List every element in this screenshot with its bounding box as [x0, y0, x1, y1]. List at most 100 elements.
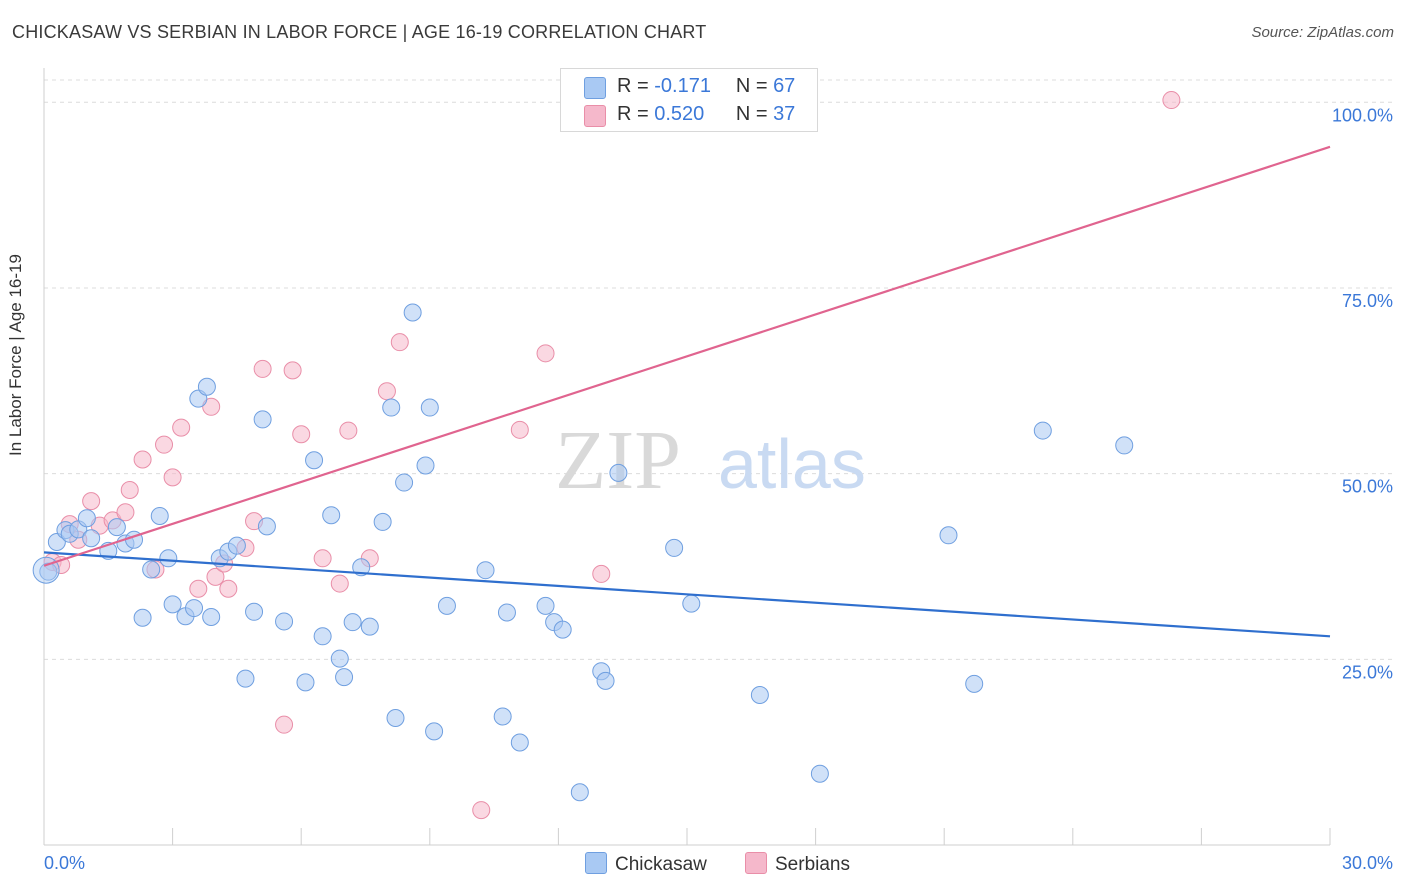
chickasaw-point	[39, 562, 58, 581]
legend-swatch-serbians	[584, 105, 606, 127]
chickasaw-point	[322, 506, 341, 525]
y-axis-label-text: In Labor Force | Age 16-19	[6, 254, 25, 456]
legend-n-value: 67	[773, 75, 796, 97]
chickasaw-point	[296, 673, 315, 692]
y-tick-label: 75.0%	[1342, 291, 1393, 311]
serbians-point	[1162, 91, 1181, 110]
legend-r-value: -0.171	[654, 75, 711, 97]
correlation-legend: R = -0.171 N = 67 R = 0.520 N = 37	[560, 68, 818, 132]
chickasaw-point	[197, 377, 216, 396]
serbians-point	[377, 382, 396, 401]
chickasaw-point	[570, 783, 589, 802]
chickasaw-point	[1115, 436, 1134, 455]
x-tick-labels: 0.0% 30.0%	[44, 853, 1393, 873]
chickasaw-point	[1033, 421, 1052, 440]
chickasaw-point	[185, 599, 204, 618]
y-tick-label: 25.0%	[1342, 662, 1393, 682]
chickasaw-point	[360, 617, 379, 636]
serbians-point	[472, 801, 491, 820]
chickasaw-point	[750, 685, 769, 704]
chickasaw-point	[437, 596, 456, 615]
chickasaw-point	[416, 456, 435, 475]
chickasaw-point	[403, 303, 422, 322]
chickasaw-point	[497, 603, 516, 622]
chickasaw-point	[159, 549, 178, 568]
serbians-point	[82, 492, 101, 511]
chickasaw-point	[939, 526, 958, 545]
chickasaw-point	[382, 398, 401, 417]
chickasaw-point	[150, 506, 169, 525]
serbians-point	[275, 715, 294, 734]
serbians-point	[120, 480, 139, 499]
chickasaw-point	[352, 558, 371, 577]
chickasaw-point	[373, 512, 392, 531]
serbians-point	[292, 425, 311, 444]
chickasaw-point	[386, 708, 405, 727]
axes	[43, 68, 1330, 846]
watermark-zip: ZIP	[555, 414, 681, 507]
chickasaw-point	[77, 509, 96, 528]
chart-title: CHICKASAW VS SERBIAN IN LABOR FORCE | AG…	[12, 22, 707, 42]
bottom-legend-label-chickasaw: Chickasaw	[615, 854, 707, 875]
serbians-trend-line	[43, 145, 1331, 567]
chickasaw-point	[330, 649, 349, 668]
gridlines	[44, 79, 1392, 660]
chickasaw-point	[82, 529, 101, 548]
serbians-point	[219, 579, 238, 598]
serbians-point	[390, 333, 409, 352]
chickasaw-point	[665, 538, 684, 557]
chickasaw-point	[596, 671, 615, 690]
bottom-legend-serbians: Serbians	[745, 852, 850, 876]
chickasaw-point	[553, 620, 572, 639]
serbians-point	[202, 397, 221, 416]
chickasaw-point	[275, 612, 294, 631]
chickasaw-point	[425, 722, 444, 741]
legend-r-value: 0.520	[654, 103, 705, 125]
chickasaw-point	[420, 398, 439, 417]
chickasaw-point	[343, 613, 362, 632]
serbians-point	[172, 418, 191, 437]
serbians-point	[163, 468, 182, 487]
serbians-point	[116, 503, 135, 522]
chickasaw-point	[536, 596, 555, 615]
serbians-point	[206, 567, 225, 586]
chickasaw-point	[810, 764, 829, 783]
serbians-point	[313, 549, 332, 568]
legend-n-label: N =	[735, 75, 768, 97]
series-chickasaw-points	[32, 303, 1134, 802]
chickasaw-point	[133, 608, 152, 627]
chickasaw-point	[227, 536, 246, 555]
y-tick-label: 100.0%	[1332, 105, 1393, 125]
chickasaw-point	[335, 668, 354, 687]
chickasaw-point	[305, 451, 324, 470]
bottom-legend-swatch-chickasaw	[585, 852, 607, 874]
legend-swatch-chickasaw	[584, 77, 606, 99]
chickasaw-point	[493, 707, 512, 726]
x-ticks	[172, 828, 1331, 845]
chickasaw-point	[257, 517, 276, 536]
serbians-point	[536, 344, 555, 363]
chickasaw-point	[253, 410, 272, 429]
legend-r-label: R =	[617, 75, 649, 97]
y-tick-labels: 25.0% 50.0% 75.0% 100.0%	[1332, 105, 1393, 682]
bottom-legend-label-serbians: Serbians	[775, 854, 850, 875]
legend-r-label: R =	[617, 103, 649, 125]
watermark: ZIP atlas	[555, 414, 866, 507]
chickasaw-point	[510, 733, 529, 752]
source-label: Source: ZipAtlas.com	[1251, 24, 1394, 41]
chickasaw-point	[245, 602, 264, 621]
serbians-point	[253, 359, 272, 378]
chickasaw-point	[163, 595, 182, 614]
y-tick-label: 50.0%	[1342, 477, 1393, 497]
chickasaw-point	[236, 669, 255, 688]
serbians-point	[592, 564, 611, 583]
serbians-point	[510, 420, 529, 439]
chickasaw-point	[107, 518, 126, 537]
serbians-point	[283, 361, 302, 380]
chickasaw-point	[142, 560, 161, 579]
chickasaw-point	[476, 561, 495, 580]
legend-n-label: N =	[735, 103, 768, 125]
x-tick-label-min: 0.0%	[44, 853, 85, 873]
chickasaw-point	[682, 594, 701, 613]
